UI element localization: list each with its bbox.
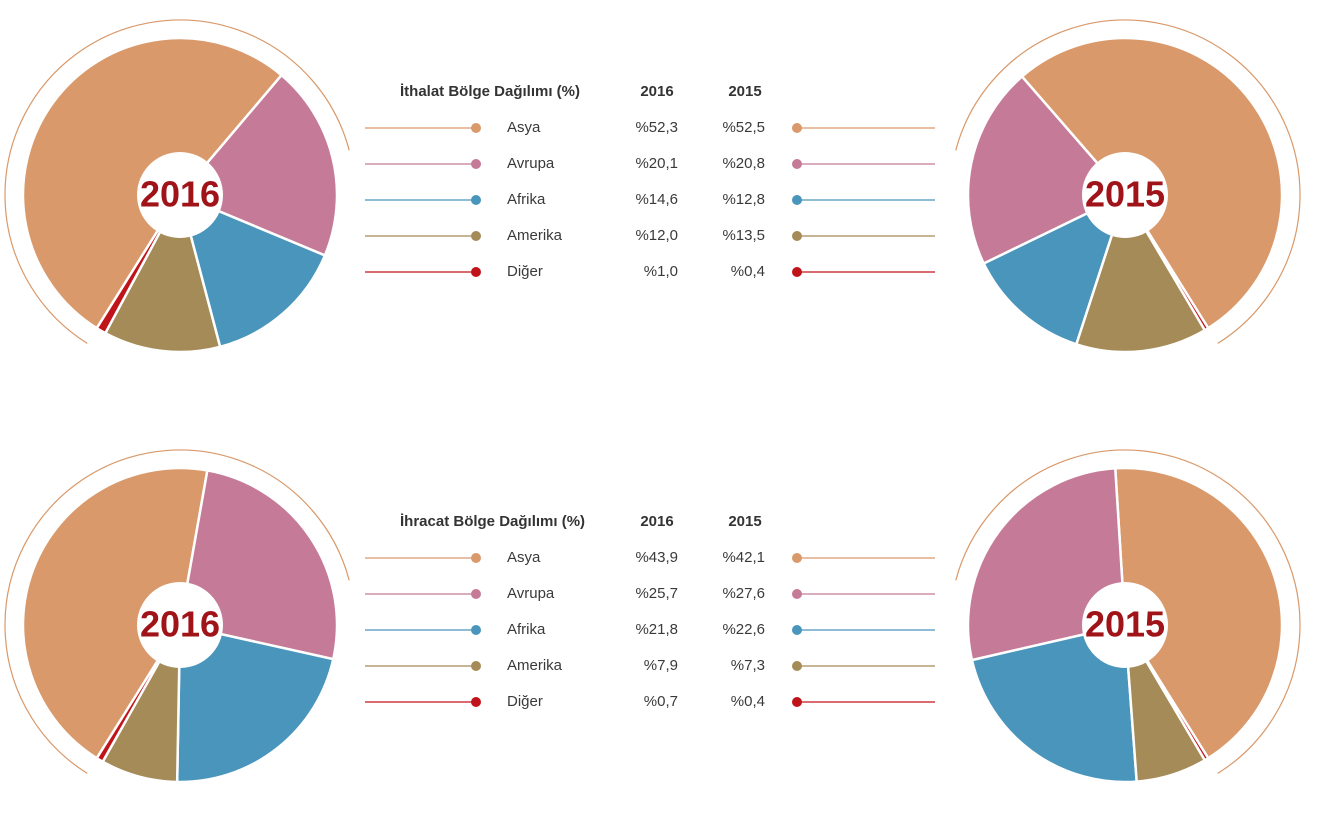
legend-dot [792, 231, 802, 241]
value-label: %43,9 [635, 549, 678, 566]
category-label: Amerika [507, 657, 563, 674]
pie-slice [178, 192, 327, 349]
legend-dot [471, 231, 481, 241]
pie-year: 2015 [1085, 604, 1165, 645]
category-label: Avrupa [507, 155, 555, 172]
decor-arc [955, 449, 1301, 774]
column-header: 2016 [640, 83, 673, 100]
column-header: 2015 [728, 513, 761, 530]
decor-arc [4, 19, 350, 344]
legend-dot [471, 159, 481, 169]
legend-dot [471, 589, 481, 599]
category-label: Afrika [507, 191, 546, 208]
legend-dot [792, 123, 802, 133]
center-circle [1082, 152, 1168, 238]
value-label: %25,7 [635, 585, 678, 602]
legend-dot [471, 625, 481, 635]
value-label: %21,8 [635, 621, 678, 638]
legend-dot [471, 697, 481, 707]
legend-dot [792, 159, 802, 169]
pie-slice [970, 623, 1139, 784]
value-label: %7,3 [731, 657, 765, 674]
value-label: %0,4 [731, 693, 765, 710]
value-label: %52,5 [722, 119, 765, 136]
legend-dot [792, 625, 802, 635]
value-label: %12,0 [635, 227, 678, 244]
column-header: 2016 [640, 513, 673, 530]
value-label: %22,6 [722, 621, 765, 638]
value-label: %20,1 [635, 155, 678, 172]
category-label: Diğer [507, 263, 543, 280]
pie-slice [175, 623, 335, 784]
legend-dot [471, 553, 481, 563]
center-circle [137, 582, 223, 668]
value-label: %1,0 [644, 263, 678, 280]
category-label: Afrika [507, 621, 546, 638]
pie-year: 2016 [140, 604, 220, 645]
value-label: %0,7 [644, 693, 678, 710]
legend-dot [471, 267, 481, 277]
pie-slice [982, 192, 1128, 346]
legend-dot [471, 195, 481, 205]
value-label: %52,3 [635, 119, 678, 136]
center-circle [1082, 582, 1168, 668]
legend-dot [471, 661, 481, 671]
legend-dot [471, 123, 481, 133]
value-label: %42,1 [722, 549, 765, 566]
legend-dot [792, 553, 802, 563]
legend-dot [792, 267, 802, 277]
category-label: Asya [507, 119, 541, 136]
table-title: İthalat Bölge Dağılımı (%) [400, 83, 580, 100]
pie-year: 2016 [140, 174, 220, 215]
value-label: %14,6 [635, 191, 678, 208]
pie-slice [966, 74, 1128, 266]
value-label: %27,6 [722, 585, 765, 602]
value-label: %12,8 [722, 191, 765, 208]
pie-slice [1113, 466, 1284, 760]
pie-slice [21, 466, 209, 760]
legend-dot [792, 195, 802, 205]
legend-dot [792, 661, 802, 671]
value-label: %13,5 [722, 227, 765, 244]
pie-slice [103, 191, 222, 354]
legend-dot [792, 697, 802, 707]
value-label: %0,4 [731, 263, 765, 280]
table-title: İhracat Bölge Dağılımı (%) [400, 513, 585, 530]
value-label: %20,8 [722, 155, 765, 172]
category-label: Asya [507, 549, 541, 566]
pie-year: 2015 [1085, 174, 1165, 215]
value-label: %7,9 [644, 657, 678, 674]
column-header: 2015 [728, 83, 761, 100]
decor-arc [4, 449, 350, 774]
category-label: Diğer [507, 693, 543, 710]
center-circle [137, 152, 223, 238]
category-label: Amerika [507, 227, 563, 244]
legend-dot [792, 589, 802, 599]
pie-slice [1074, 191, 1207, 354]
decor-arc [955, 19, 1301, 344]
category-label: Avrupa [507, 585, 555, 602]
